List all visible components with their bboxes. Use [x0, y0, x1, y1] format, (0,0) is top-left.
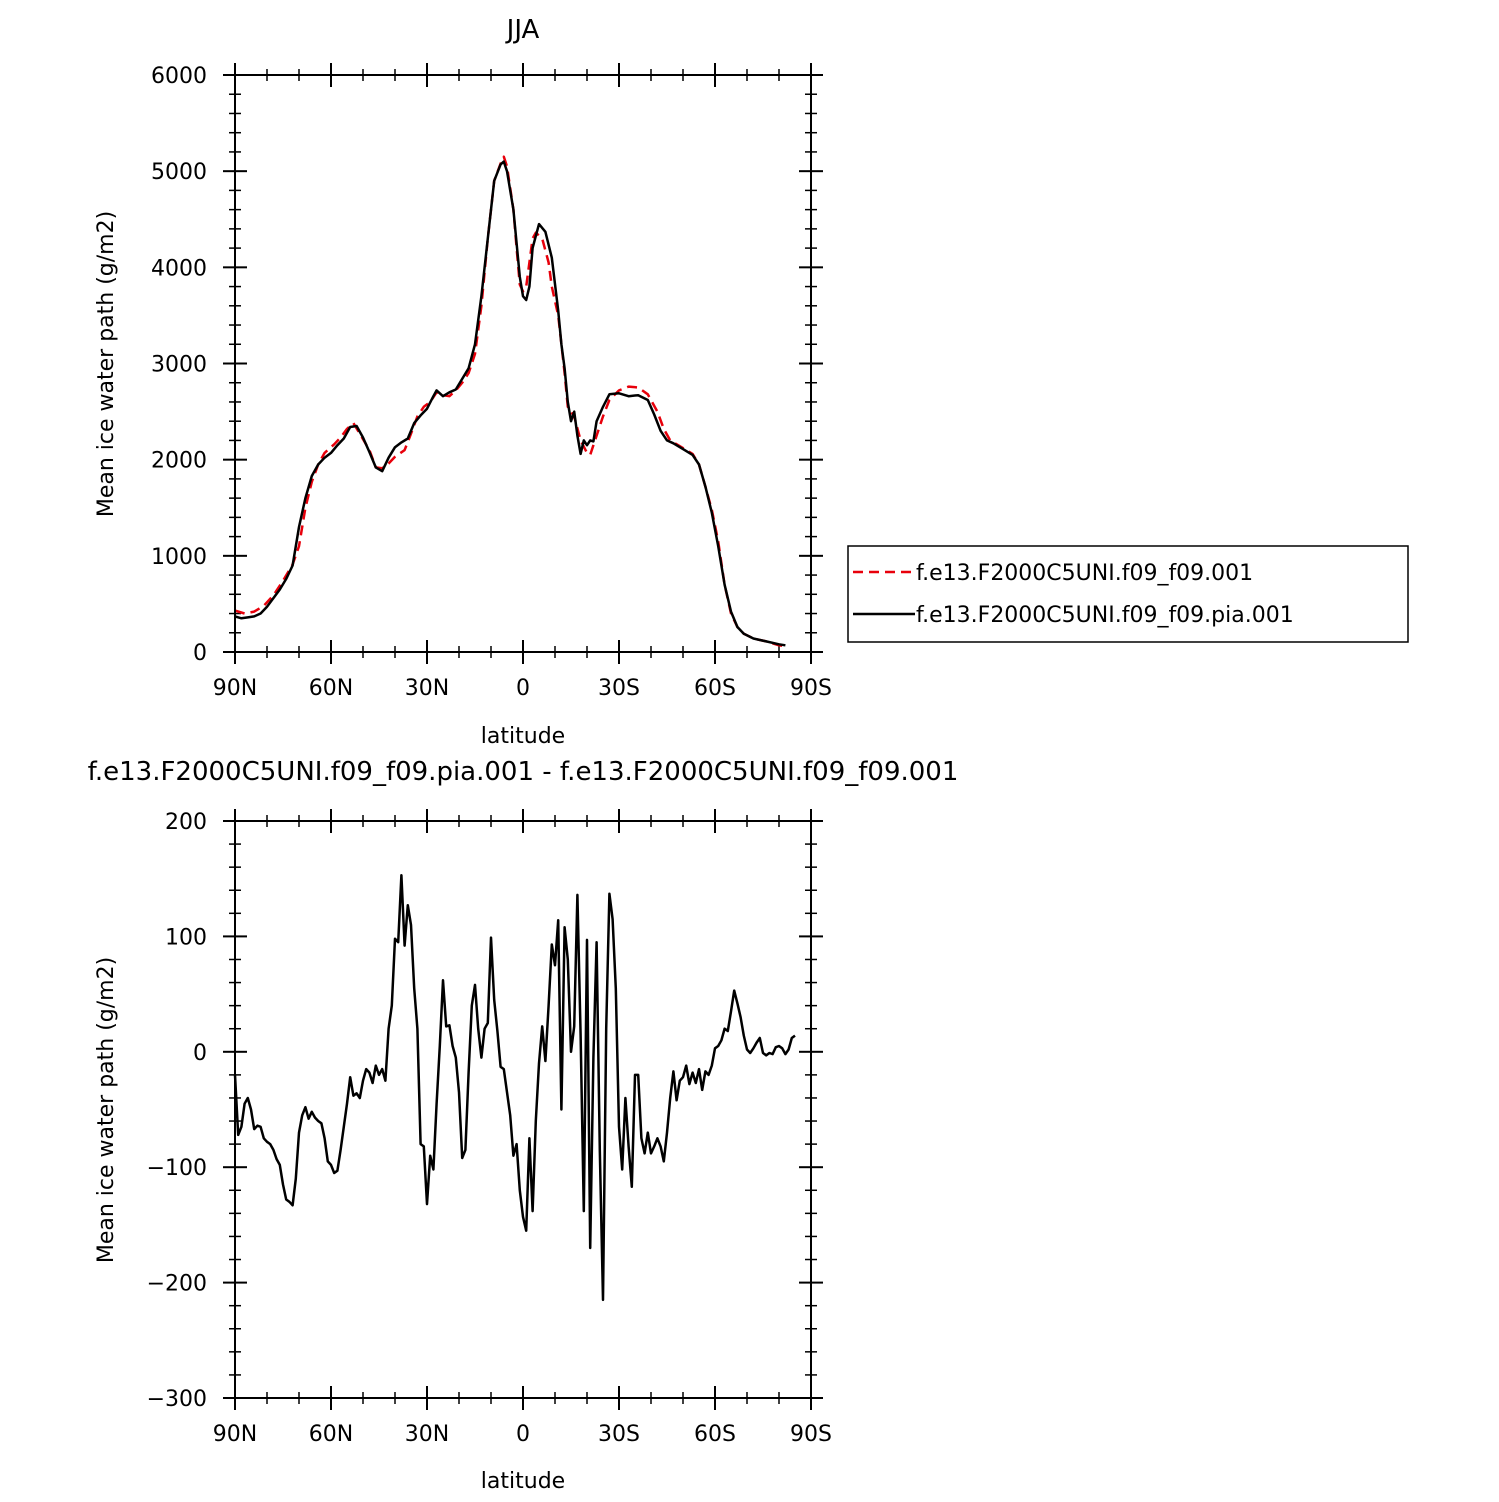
top-x-tick-label: 60S	[694, 676, 736, 701]
top-y-tick-label: 0	[193, 641, 207, 666]
top-series-lines	[234, 155, 786, 648]
top-x-tick-label: 90N	[213, 676, 257, 701]
bottom-series-line-0	[233, 873, 796, 1302]
bottom-x-tick-label: 90S	[790, 1422, 832, 1447]
bottom-series-lines	[233, 873, 796, 1302]
bottom-y-tick-label: 100	[165, 925, 207, 950]
top-y-tick-label: 5000	[151, 160, 207, 185]
legend: f.e13.F2000C5UNI.f09_f09.001 f.e13.F2000…	[847, 545, 1409, 643]
top-chart-title: JJA	[505, 15, 540, 45]
top-y-tick-labels: 0 1000 2000 3000 4000 5000 6000	[151, 64, 207, 666]
top-y-tick-label: 2000	[151, 449, 207, 474]
bottom-x-axis-label: latitude	[481, 1469, 565, 1494]
bottom-x-tick-label: 30S	[598, 1422, 640, 1447]
bottom-y-axis-label: Mean ice water path (g/m2)	[94, 957, 119, 1263]
top-plot-frame	[234, 74, 812, 653]
top-minor-ticks	[229, 69, 817, 658]
top-x-tick-label: 90S	[790, 676, 832, 701]
bottom-chart-title: f.e13.F2000C5UNI.f09_f09.pia.001 - f.e13…	[88, 757, 959, 787]
bottom-x-tick-label: 0	[516, 1422, 530, 1447]
legend-label-pia: f.e13.F2000C5UNI.f09_f09.pia.001	[916, 603, 1294, 628]
top-x-tick-labels: 90N 60N 30N 0 30S 60S 90S	[213, 676, 832, 701]
top-y-axis-label: Mean ice water path (g/m2)	[94, 211, 119, 517]
bottom-x-tick-labels: 90N 60N 30N 0 30S 60S 90S	[213, 1422, 832, 1447]
top-x-tick-label: 60N	[309, 676, 353, 701]
bottom-x-tick-label: 60N	[309, 1422, 353, 1447]
bottom-y-tick-label: −100	[147, 1156, 207, 1181]
mean-iwp-panel: JJA 90N 60N 30N 0 30S 60S 90S 0 1000 2000 3000 400…	[94, 15, 1409, 749]
difference-panel: f.e13.F2000C5UNI.f09_f09.pia.001 - f.e13…	[88, 757, 959, 1494]
bottom-y-tick-label: −200	[147, 1272, 207, 1297]
bottom-y-tick-label: −300	[147, 1387, 207, 1412]
top-series-line-0	[234, 155, 786, 648]
bottom-y-tick-labels: −300 −200 −100 0 100 200	[147, 810, 207, 1412]
bottom-x-tick-label: 90N	[213, 1422, 257, 1447]
top-x-tick-label: 30S	[598, 676, 640, 701]
bottom-minor-ticks	[229, 815, 817, 1404]
top-y-tick-label: 1000	[151, 545, 207, 570]
top-series-line-1	[234, 160, 786, 647]
bottom-x-tick-label: 30N	[405, 1422, 449, 1447]
bottom-major-ticks	[223, 809, 823, 1410]
bottom-plot-frame	[234, 820, 812, 1399]
bottom-y-tick-label: 200	[165, 810, 207, 835]
bottom-x-tick-label: 60S	[694, 1422, 736, 1447]
legend-label-control: f.e13.F2000C5UNI.f09_f09.001	[916, 561, 1253, 586]
top-y-tick-label: 4000	[151, 256, 207, 281]
top-x-axis-label: latitude	[481, 724, 565, 749]
top-y-tick-label: 3000	[151, 353, 207, 378]
top-major-ticks	[223, 63, 823, 664]
bottom-y-tick-label: 0	[193, 1041, 207, 1066]
top-x-tick-label: 30N	[405, 676, 449, 701]
legend-box	[847, 545, 1409, 643]
top-x-tick-label: 0	[516, 676, 530, 701]
top-y-tick-label: 6000	[151, 64, 207, 89]
